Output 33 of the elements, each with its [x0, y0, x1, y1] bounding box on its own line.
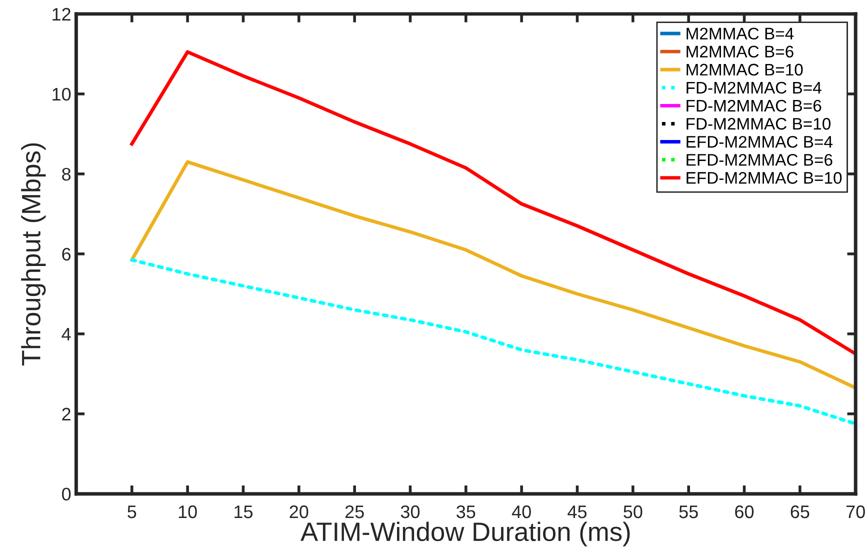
legend-label: EFD-M2MMAC B=10 [686, 172, 842, 184]
legend-label: FD-M2MMAC B=6 [686, 100, 822, 112]
y-tick-label: 4 [62, 328, 71, 340]
y-tick-label: 8 [62, 168, 71, 181]
legend-label: M2MMAC B=6 [686, 46, 794, 58]
x-tick-label: 45 [568, 506, 587, 518]
x-tick-label: 25 [345, 505, 364, 518]
legend-label: FD-M2MMAC B=10 [686, 118, 831, 130]
y-tick-label: 0 [62, 488, 71, 501]
x-tick-label: 55 [679, 506, 698, 518]
x-tick-label: 10 [178, 505, 197, 518]
x-axis-title: ATIM-Window Duration (ms) [300, 522, 630, 546]
y-tick-label: 6 [62, 248, 71, 261]
legend-label: M2MMAC B=4 [686, 28, 794, 40]
x-tick-label: 30 [400, 505, 420, 518]
x-tick-label: 5 [128, 506, 136, 518]
legend-label: M2MMAC B=10 [686, 64, 803, 76]
line-series [130, 258, 856, 426]
x-tick-label: 35 [456, 505, 476, 518]
legend-label: EFD-M2MMAC B=6 [686, 154, 832, 166]
x-tick-label: 65 [790, 505, 810, 518]
legend-label: EFD-M2MMAC B=4 [686, 136, 833, 148]
y-tick-label: 10 [52, 88, 71, 101]
x-tick-label: 20 [290, 505, 308, 518]
y-tick-label: 12 [52, 8, 70, 20]
x-tick-label: 50 [624, 505, 642, 518]
legend-label: FD-M2MMAC B=4 [686, 82, 822, 94]
x-tick-label: 60 [735, 505, 754, 518]
x-tick-label: 40 [512, 505, 531, 518]
x-tick-label: 70 [846, 505, 865, 518]
x-tick-label: 15 [234, 506, 253, 518]
y-tick-label: 2 [62, 408, 70, 420]
y-axis-title: Throughput (Mbps) [21, 143, 46, 366]
